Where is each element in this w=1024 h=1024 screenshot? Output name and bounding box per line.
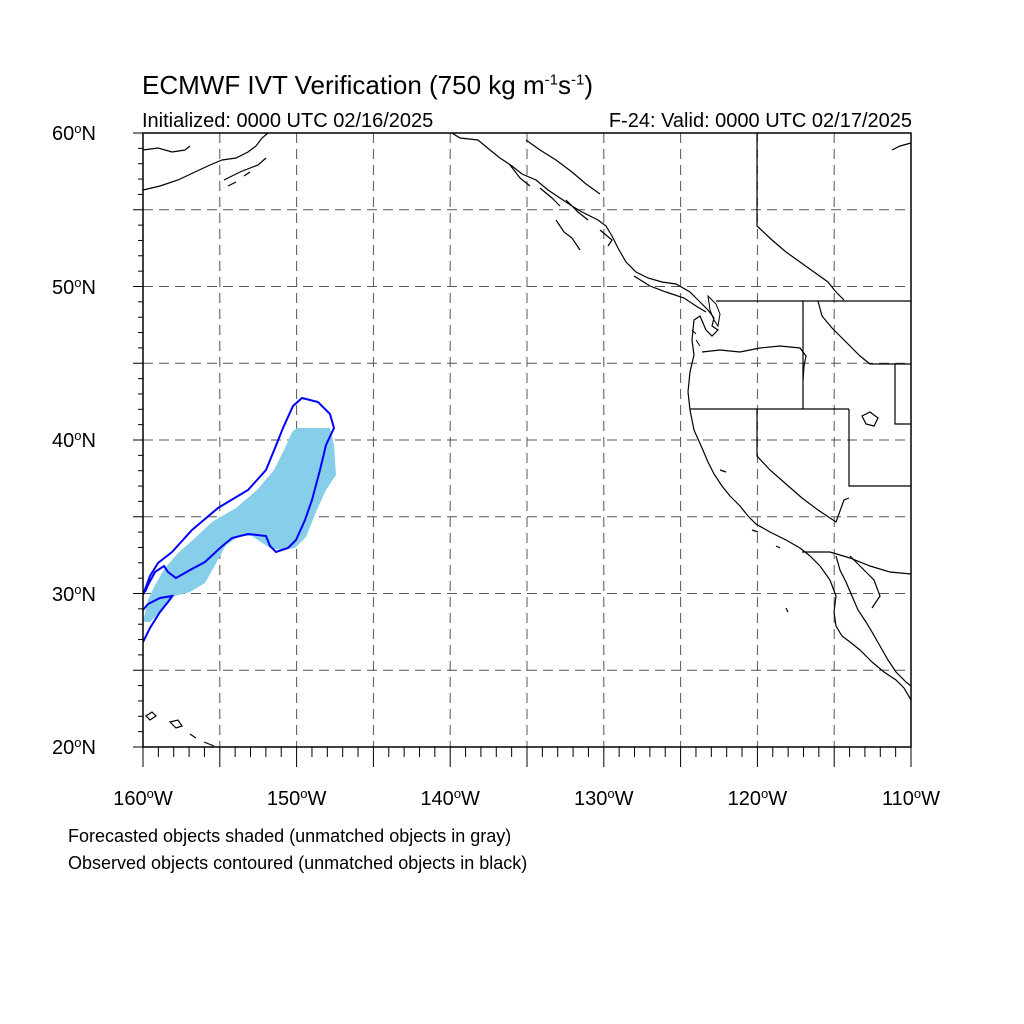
lon-label: 110oW xyxy=(881,786,941,810)
lat-label: 40oN xyxy=(52,428,96,452)
coastlines xyxy=(143,133,911,747)
observed-object-contour xyxy=(143,396,336,643)
axis-ticks xyxy=(133,132,912,767)
bc-islands xyxy=(691,294,721,347)
lat-label: 30oN xyxy=(52,581,96,606)
lon-label: 150oW xyxy=(266,786,327,810)
lat-label: 20oN xyxy=(52,735,96,759)
chart-title: ECMWF IVT Verification (750 kg m-1s-1) xyxy=(142,70,593,100)
initialized-label: Initialized: 0000 UTC 02/16/2025 xyxy=(142,110,434,132)
lon-label: 130oW xyxy=(574,786,634,810)
lon-label: 140oW xyxy=(420,786,480,810)
observed-legend-note: Observed objects contoured (unmatched ob… xyxy=(68,853,528,873)
valid-time-label: F-24: Valid: 0000 UTC 02/17/2025 xyxy=(608,110,912,132)
lat-label: 50oN xyxy=(52,274,96,299)
graticule xyxy=(143,133,911,747)
forecast-legend-note: Forecasted objects shaded (unmatched obj… xyxy=(68,826,512,846)
lon-label: 120oW xyxy=(727,786,788,810)
lat-label: 60oN xyxy=(52,121,96,145)
forecast-object-shade xyxy=(143,428,336,622)
lon-label: 160oW xyxy=(113,786,173,810)
map-frame xyxy=(142,132,912,748)
